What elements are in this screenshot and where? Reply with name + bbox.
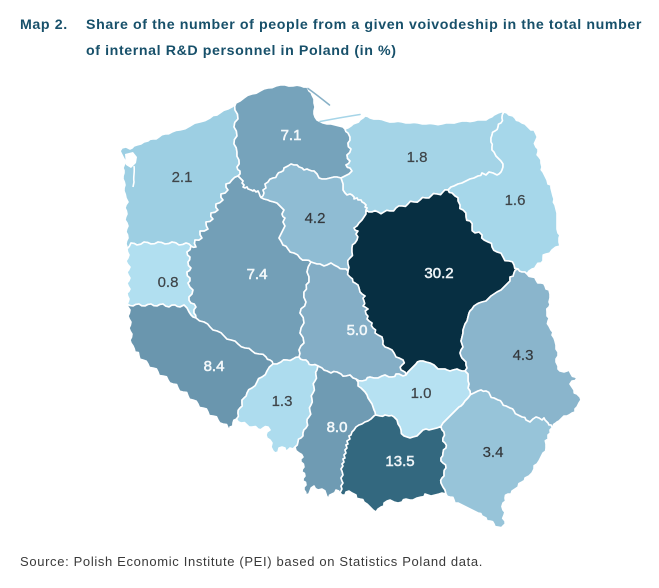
svg-text:8.4: 8.4 — [204, 358, 225, 375]
svg-text:4.2: 4.2 — [305, 210, 326, 227]
svg-text:5.0: 5.0 — [347, 322, 368, 339]
svg-text:7.1: 7.1 — [281, 127, 302, 144]
svg-text:8.0: 8.0 — [327, 419, 348, 436]
svg-text:13.5: 13.5 — [385, 453, 414, 470]
svg-text:30.2: 30.2 — [424, 265, 453, 282]
svg-text:4.3: 4.3 — [513, 347, 534, 364]
svg-text:1.6: 1.6 — [505, 192, 526, 209]
svg-text:2.1: 2.1 — [172, 169, 193, 186]
svg-text:1.8: 1.8 — [407, 149, 428, 166]
svg-text:1.3: 1.3 — [272, 393, 293, 410]
svg-text:7.4: 7.4 — [247, 266, 268, 283]
svg-text:1.0: 1.0 — [411, 385, 432, 402]
svg-text:0.8: 0.8 — [158, 274, 179, 291]
svg-text:3.4: 3.4 — [483, 444, 504, 461]
